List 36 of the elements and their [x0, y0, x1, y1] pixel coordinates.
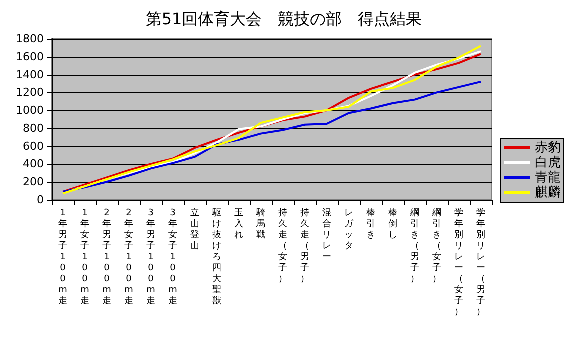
x-tick-label: 騎馬戦: [256, 208, 266, 240]
y-tick-label: 1000: [16, 104, 44, 118]
x-tick-label: 棒引き: [366, 208, 376, 240]
x-tick-label: 棒倒し: [388, 208, 398, 240]
category-label: 1年女子100m走: [80, 208, 90, 306]
category-label: 3年女子100m走: [168, 208, 178, 306]
y-tick-label: 1800: [16, 32, 44, 46]
x-tick-label: 玉入れ: [234, 208, 244, 240]
x-tick-label: 持久走（男子）: [300, 208, 310, 284]
y-tick-label: 1200: [16, 86, 44, 100]
category-label: 駆け抜けろ四大聖獣: [212, 208, 222, 306]
y-tick-label: 400: [23, 158, 44, 171]
category-label: 学年別リレー（女子）: [454, 208, 464, 318]
x-tick-label: 綱引き（男子）: [410, 208, 420, 284]
legend-label: 白虎: [535, 156, 561, 170]
category-label: 3年男子100m走: [146, 208, 156, 306]
category-label: 2年女子100m走: [124, 208, 134, 306]
chart-title: 第51回体育大会 競技の部 得点結果: [146, 10, 422, 28]
legend-label: 麒麟: [535, 186, 561, 200]
x-tick-label: 立山登山: [190, 208, 200, 252]
category-label: 2年男子100m走: [102, 208, 112, 306]
y-tick-label: 600: [23, 140, 44, 153]
y-tick-label: 0: [37, 194, 44, 206]
category-label: 1年男子100m走: [58, 208, 68, 306]
x-tick-label: 持久走（女子）: [278, 208, 288, 284]
y-tick-label: 1400: [16, 68, 44, 82]
legend-label: 青龍: [535, 170, 561, 186]
category-label: 学年別リレー（男子）: [476, 208, 486, 318]
line-series: [62, 80, 482, 193]
x-tick-label: 混合リレー: [322, 208, 332, 262]
legend-label: 赤豹: [535, 140, 561, 156]
x-tick-label: 綱引き（女子）: [432, 208, 442, 284]
x-tick-label: レガッタ: [344, 208, 354, 252]
y-tick-label: 800: [23, 122, 44, 135]
y-tick-label: 1600: [16, 50, 44, 64]
y-tick-label: 200: [23, 176, 44, 189]
